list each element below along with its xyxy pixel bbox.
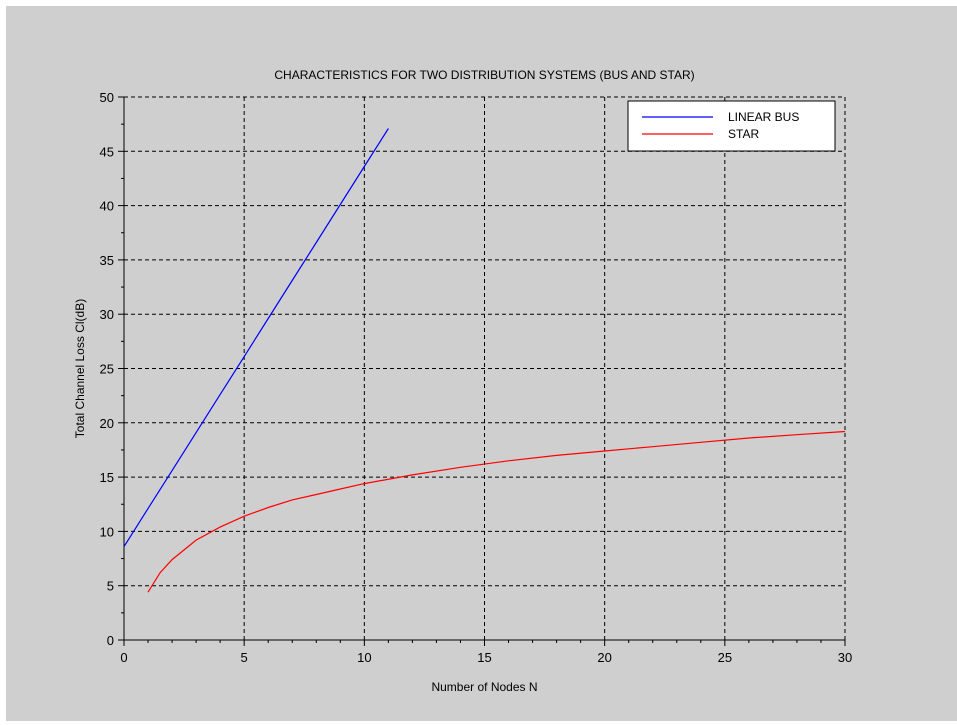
line-chart: 0 5 10 15 20 25 30 0 5 10 15 20 25 30 35 40 45 50 CHARACT… bbox=[73, 68, 853, 694]
x-tick-label: 30 bbox=[838, 650, 852, 665]
x-tick-label: 5 bbox=[241, 650, 248, 665]
y-tick-label: 30 bbox=[100, 307, 114, 322]
ticks: 0 5 10 15 20 25 30 0 5 10 15 20 25 30 35 40 45 50 bbox=[100, 90, 853, 665]
legend-label-star: STAR bbox=[728, 127, 759, 141]
y-tick-label: 0 bbox=[107, 633, 114, 648]
y-tick-label: 40 bbox=[100, 199, 114, 214]
x-axis-label: Number of Nodes N bbox=[431, 680, 537, 694]
y-tick-label: 50 bbox=[100, 90, 114, 105]
y-tick-label: 20 bbox=[100, 416, 114, 431]
x-tick-label: 25 bbox=[718, 650, 732, 665]
y-tick-label: 5 bbox=[107, 579, 114, 594]
y-tick-label: 25 bbox=[100, 362, 114, 377]
x-tick-label: 20 bbox=[597, 650, 611, 665]
y-tick-label: 35 bbox=[100, 253, 114, 268]
series-lines bbox=[123, 128, 846, 593]
chart-title: CHARACTERISTICS FOR TWO DISTRIBUTION SYS… bbox=[274, 68, 694, 82]
x-tick-label: 15 bbox=[477, 650, 491, 665]
y-tick-label: 45 bbox=[100, 144, 114, 159]
y-axis-label: Total Channel Loss Cl(dB) bbox=[73, 299, 87, 438]
series-line-linear-bus bbox=[123, 128, 389, 547]
x-tick-label: 10 bbox=[357, 650, 371, 665]
y-tick-label: 10 bbox=[100, 524, 114, 539]
x-tick-label: 0 bbox=[120, 650, 127, 665]
legend: LINEAR BUS STAR bbox=[627, 100, 836, 152]
y-tick-label: 15 bbox=[100, 470, 114, 485]
legend-box bbox=[627, 100, 836, 152]
grid bbox=[124, 97, 845, 640]
figure-background: 0 5 10 15 20 25 30 0 5 10 15 20 25 30 35 40 45 50 CHARACT… bbox=[6, 6, 957, 721]
series-line-star bbox=[147, 430, 846, 593]
legend-label-linear-bus: LINEAR BUS bbox=[728, 110, 799, 124]
